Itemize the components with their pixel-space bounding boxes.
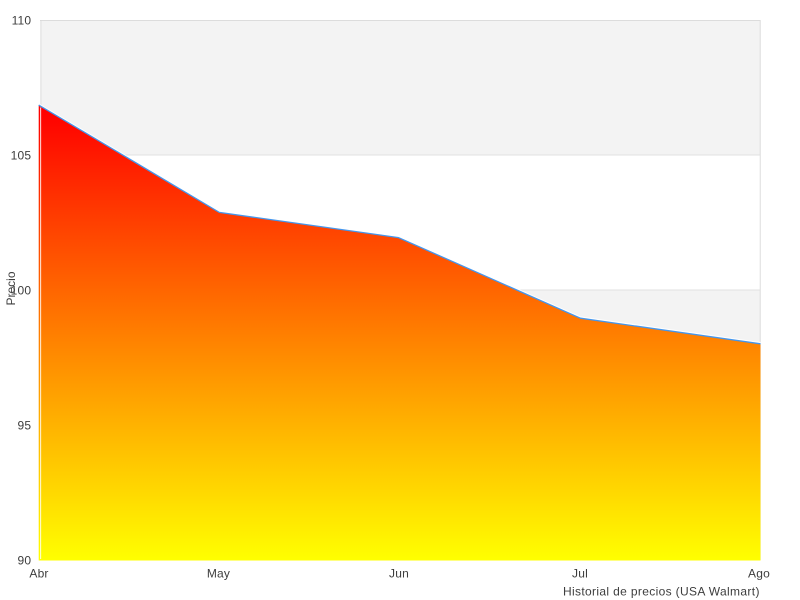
svg-text:May: May (207, 567, 230, 581)
svg-text:95: 95 (18, 418, 32, 432)
svg-text:110: 110 (12, 13, 32, 27)
svg-text:100: 100 (11, 283, 32, 297)
svg-text:Historial de precios (USA Walm: Historial de precios (USA Walmart) (563, 585, 760, 599)
svg-text:Ago: Ago (748, 567, 770, 581)
svg-text:Precio: Precio (4, 271, 18, 305)
svg-text:Jun: Jun (389, 567, 409, 581)
svg-text:Jul: Jul (572, 567, 588, 581)
svg-text:105: 105 (11, 148, 32, 162)
svg-text:Abr: Abr (29, 567, 48, 581)
svg-text:90: 90 (18, 553, 32, 567)
